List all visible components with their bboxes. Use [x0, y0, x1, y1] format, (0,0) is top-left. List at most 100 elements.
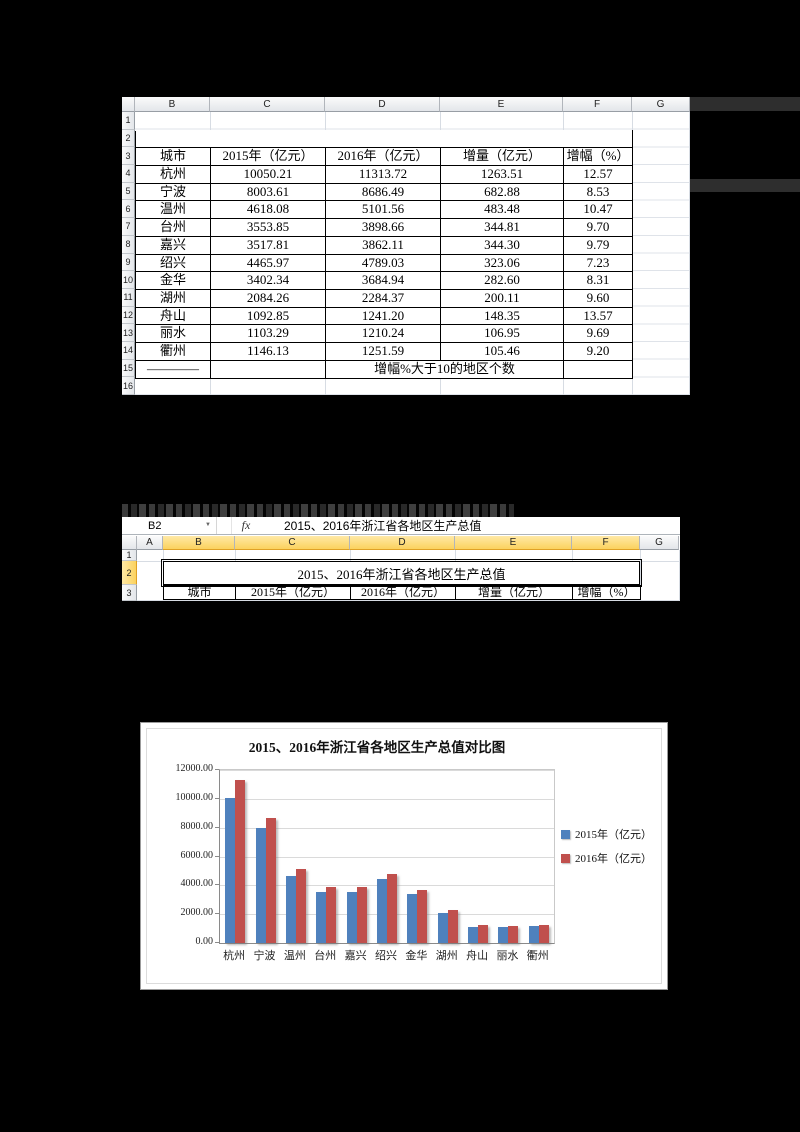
sheet2-column-header-G[interactable]: G — [640, 536, 679, 550]
sheet2-column-header-F[interactable]: F — [572, 536, 640, 550]
name-box-dropdown-icon[interactable]: ▼ — [205, 522, 211, 528]
column-header-cell[interactable]: 2016年（亿元） — [350, 585, 456, 600]
sheet2-row-header-2[interactable]: 2 — [122, 561, 137, 585]
sheet1-select-all-corner[interactable] — [122, 97, 135, 112]
city-cell[interactable]: 衢州 — [135, 342, 211, 361]
value-2015-cell[interactable]: 2084.26 — [210, 289, 326, 308]
growth-cell[interactable]: 9.20 — [563, 342, 633, 361]
column-header-cell[interactable]: 2016年（亿元） — [325, 147, 441, 167]
column-header-cell[interactable]: 2015年（亿元） — [210, 147, 326, 167]
column-header-cell[interactable]: 城市 — [135, 147, 211, 167]
delta-cell[interactable]: 344.30 — [440, 235, 564, 255]
delta-cell[interactable]: 682.88 — [440, 182, 564, 202]
sheet1-row-header-4[interactable]: 4 — [122, 165, 135, 183]
footer-label-cell[interactable]: 增幅%大于10的地区个数 — [325, 359, 564, 379]
value-2015-cell[interactable]: 3517.81 — [210, 235, 326, 255]
value-2015-cell[interactable]: 3402.34 — [210, 271, 326, 290]
sheet1-column-header-F[interactable]: F — [563, 97, 632, 112]
sheet2-row-header-3[interactable]: 3 — [122, 585, 137, 601]
sheet1-row-header-5[interactable]: 5 — [122, 182, 135, 201]
growth-cell[interactable]: 9.69 — [563, 324, 633, 344]
sheet1-column-header-D[interactable]: D — [325, 97, 440, 112]
value-2016-cell[interactable]: 11313.72 — [325, 165, 441, 184]
city-cell[interactable]: 宁波 — [135, 182, 211, 202]
sheet2-column-header-D[interactable]: D — [350, 536, 455, 550]
growth-cell[interactable]: 13.57 — [563, 306, 633, 326]
delta-cell[interactable]: 282.60 — [440, 271, 564, 290]
sheet1-row-header-16[interactable]: 16 — [122, 377, 135, 395]
column-header-cell[interactable]: 增幅（%） — [572, 585, 641, 600]
delta-cell[interactable]: 1263.51 — [440, 165, 564, 184]
city-cell[interactable]: 台州 — [135, 218, 211, 237]
value-2016-cell[interactable]: 5101.56 — [325, 200, 441, 220]
formula-bar-splitter[interactable] — [217, 517, 232, 534]
sheet1-column-header-C[interactable]: C — [210, 97, 325, 112]
city-cell[interactable]: 绍兴 — [135, 253, 211, 273]
sheet1-row-header-2[interactable]: 2 — [122, 129, 135, 148]
fx-icon[interactable]: fx — [241, 518, 251, 532]
column-header-cell[interactable]: 增幅（%） — [563, 147, 633, 167]
sheet1-row-header-11[interactable]: 11 — [122, 288, 135, 307]
growth-cell[interactable]: 9.70 — [563, 218, 633, 237]
sheet1-column-header-G[interactable]: G — [632, 97, 690, 112]
growth-cell[interactable]: 12.57 — [563, 165, 633, 184]
sheet1-row-header-7[interactable]: 7 — [122, 218, 135, 236]
city-cell[interactable]: 杭州 — [135, 165, 211, 184]
delta-cell[interactable]: 200.11 — [440, 289, 564, 308]
footer-empty-cell[interactable] — [563, 359, 633, 379]
value-2015-cell[interactable]: 4618.08 — [210, 200, 326, 220]
value-2016-cell[interactable]: 3898.66 — [325, 218, 441, 237]
sheet1-row-header-10[interactable]: 10 — [122, 271, 135, 289]
value-2015-cell[interactable]: 3553.85 — [210, 218, 326, 237]
growth-cell[interactable]: 9.60 — [563, 289, 633, 308]
sheet1-row-header-12[interactable]: 12 — [122, 306, 135, 325]
value-2016-cell[interactable]: 1210.24 — [325, 324, 441, 344]
name-box[interactable]: B2 ▼ — [122, 517, 217, 534]
column-header-cell[interactable]: 城市 — [163, 585, 236, 600]
growth-cell[interactable]: 10.47 — [563, 200, 633, 220]
growth-cell[interactable]: 9.79 — [563, 235, 633, 255]
value-2015-cell[interactable]: 4465.97 — [210, 253, 326, 273]
delta-cell[interactable]: 106.95 — [440, 324, 564, 344]
value-2015-cell[interactable]: 1146.13 — [210, 342, 326, 361]
value-2015-cell[interactable]: 1092.85 — [210, 306, 326, 326]
footer-dash-cell[interactable]: ———— — [135, 359, 211, 379]
value-2015-cell[interactable]: 1103.29 — [210, 324, 326, 344]
value-2016-cell[interactable]: 1251.59 — [325, 342, 441, 361]
column-header-cell[interactable]: 增量（亿元） — [455, 585, 573, 600]
city-cell[interactable]: 舟山 — [135, 306, 211, 326]
city-cell[interactable]: 丽水 — [135, 324, 211, 344]
value-2016-cell[interactable]: 3684.94 — [325, 271, 441, 290]
sheet1-row-header-1[interactable]: 1 — [122, 112, 135, 130]
sheet2-column-header-E[interactable]: E — [455, 536, 572, 550]
sheet2-select-all-corner[interactable] — [122, 536, 137, 550]
sheet1-row-header-15[interactable]: 15 — [122, 359, 135, 378]
growth-cell[interactable]: 8.31 — [563, 271, 633, 290]
formula-input[interactable]: 2015、2016年浙江省各地区生产总值 — [284, 519, 482, 533]
delta-cell[interactable]: 483.48 — [440, 200, 564, 220]
sheet2-column-header-C[interactable]: C — [235, 536, 350, 550]
sheet1-row-header-6[interactable]: 6 — [122, 200, 135, 219]
sheet1-row-header-3[interactable]: 3 — [122, 147, 135, 166]
sheet1-row-header-14[interactable]: 14 — [122, 341, 135, 360]
sheet2-row-header-1[interactable]: 1 — [122, 550, 137, 561]
sheet2-column-header-B[interactable]: B — [163, 536, 235, 550]
city-cell[interactable]: 金华 — [135, 271, 211, 290]
delta-cell[interactable]: 344.81 — [440, 218, 564, 237]
sheet1-row-header-8[interactable]: 8 — [122, 235, 135, 254]
delta-cell[interactable]: 105.46 — [440, 342, 564, 361]
delta-cell[interactable]: 148.35 — [440, 306, 564, 326]
column-header-cell[interactable]: 增量（亿元） — [440, 147, 564, 167]
value-2016-cell[interactable]: 4789.03 — [325, 253, 441, 273]
value-2016-cell[interactable]: 3862.11 — [325, 235, 441, 255]
delta-cell[interactable]: 323.06 — [440, 253, 564, 273]
value-2016-cell[interactable]: 8686.49 — [325, 182, 441, 202]
city-cell[interactable]: 湖州 — [135, 289, 211, 308]
sheet1-column-header-B[interactable]: B — [135, 97, 210, 112]
sheet1-row-header-9[interactable]: 9 — [122, 253, 135, 272]
value-2015-cell[interactable]: 10050.21 — [210, 165, 326, 184]
sheet1-column-header-E[interactable]: E — [440, 97, 563, 112]
value-2015-cell[interactable]: 8003.61 — [210, 182, 326, 202]
blank-cell[interactable] — [135, 129, 633, 149]
footer-empty-cell[interactable] — [210, 359, 326, 379]
